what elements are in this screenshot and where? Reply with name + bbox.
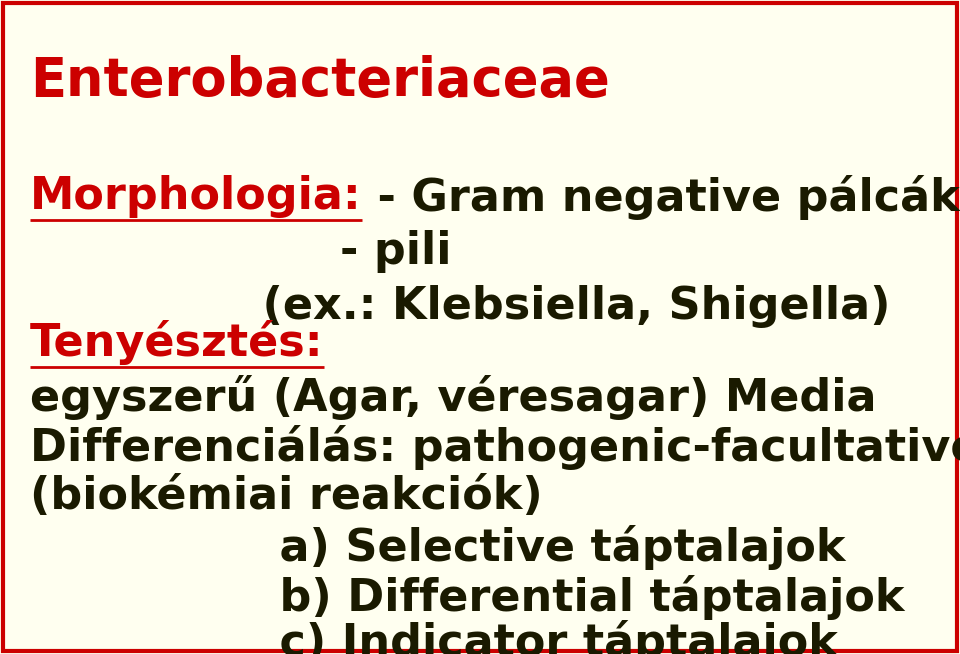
Text: (biokémiai reakciók): (biokémiai reakciók) — [30, 475, 542, 518]
Text: c) Indicator táptalajok: c) Indicator táptalajok — [140, 620, 838, 654]
Text: b) Differential táptalajok: b) Differential táptalajok — [140, 575, 904, 620]
Text: egyszerű (Agar, véresagar) Media: egyszerű (Agar, véresagar) Media — [30, 375, 876, 420]
Text: Enterobacteriaceae: Enterobacteriaceae — [30, 55, 610, 107]
Text: (ex.: Klebsiella, Shigella): (ex.: Klebsiella, Shigella) — [30, 285, 891, 328]
Text: - Gram negative pálcák: - Gram negative pálcák — [362, 175, 959, 220]
Text: a) Selective táptalajok: a) Selective táptalajok — [140, 525, 846, 570]
Text: Differenciálás: pathogenic-facultative pathogenic: Differenciálás: pathogenic-facultative p… — [30, 425, 960, 470]
Text: - pili: - pili — [30, 230, 451, 273]
Text: Morphologia:: Morphologia: — [30, 175, 362, 218]
Text: Tenyésztés:: Tenyésztés: — [30, 320, 324, 365]
